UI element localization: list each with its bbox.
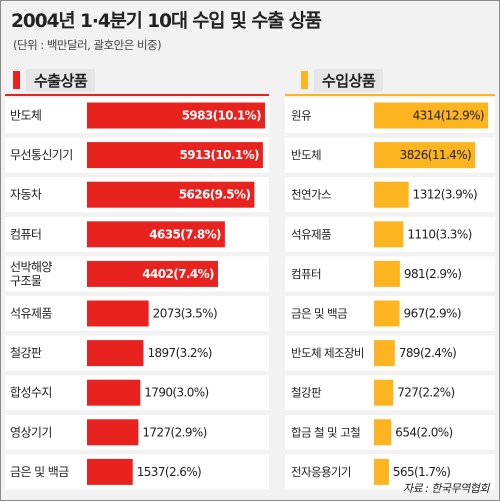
export-value-label: 5983(10.1%): [182, 109, 262, 123]
import-panel-title: 수입상품: [314, 68, 384, 92]
export-value-label: 4402(7.4%): [142, 267, 214, 281]
import-bar: [374, 181, 409, 208]
import-value-label: 654(2.0%): [395, 425, 452, 439]
export-value-label: 1897(3.2%): [147, 346, 211, 360]
export-bar: [87, 142, 263, 169]
import-value-label: 1110(3.3%): [407, 227, 471, 241]
import-bar: [374, 102, 488, 129]
export-value-label: 1790(3.0%): [144, 386, 208, 400]
import-bar: [374, 300, 400, 327]
import-bar: [374, 458, 389, 485]
export-bar: [87, 181, 255, 208]
import-panel-rule: [285, 94, 495, 96]
export-category-label: 금은 및 백금: [10, 464, 69, 478]
import-row-bg: [285, 454, 495, 490]
export-category-label: 무선통신기기: [10, 148, 73, 162]
import-bar: [374, 340, 395, 367]
import-bar: [374, 379, 394, 406]
export-category-label: 반도체: [10, 108, 41, 122]
export-bar: [87, 260, 218, 287]
export-bar: [87, 102, 265, 129]
export-row-bg: [5, 454, 269, 490]
chart-title: 2004년 1·4분기 10대 수입 및 수출 상품: [11, 11, 322, 32]
import-value-label: 789(2.4%): [399, 346, 456, 360]
export-category-label: 합성수지: [10, 385, 52, 399]
import-color-mark: [301, 71, 308, 89]
import-category-label: 컴퓨터: [291, 266, 321, 280]
export-bar: [87, 419, 139, 446]
import-category-label: 석유제품: [291, 227, 331, 241]
export-category-label: 자동차: [10, 187, 42, 201]
export-value-label: 2073(3.5%): [153, 307, 217, 321]
export-category-label: 선박해양 구조물: [10, 259, 52, 287]
export-category-label: 철강판: [10, 346, 42, 360]
export-category-label: 컴퓨터: [10, 227, 41, 241]
export-value-label: 5913(10.1%): [180, 148, 260, 162]
export-panel-title: 수출상품: [26, 68, 96, 92]
export-category-label: 영상기기: [10, 425, 52, 439]
import-bar: [374, 260, 400, 287]
import-category-label: 천연가스: [291, 187, 331, 201]
import-value-label: 1312(3.9%): [413, 188, 477, 202]
import-bar: [374, 419, 392, 446]
import-panel-header: 수입상품: [301, 68, 384, 92]
export-value-label: 4635(7.8%): [149, 227, 221, 241]
import-category-label: 철강판: [291, 385, 322, 399]
export-panel-rule: [5, 94, 269, 96]
export-bar: [87, 340, 144, 367]
export-bar: [87, 379, 141, 406]
export-color-mark: [13, 71, 20, 89]
export-bar: [87, 458, 133, 485]
import-value-label: 3826(11.4%): [400, 148, 471, 162]
chart-subtitle: (단위 : 백만달러, 괄호안은 비중): [13, 38, 162, 52]
export-panel-header: 수출상품: [13, 68, 96, 92]
import-value-label: 981(2.9%): [404, 267, 461, 281]
import-category-label: 합금 철 및 고철: [291, 425, 360, 439]
import-value-label: 4314(12.9%): [413, 109, 484, 123]
import-value-label: 565(1.7%): [393, 465, 450, 479]
import-value-label: 727(2.2%): [397, 386, 454, 400]
export-value-label: 1537(2.6%): [137, 465, 201, 479]
source-note: 자료 : 한국무역협회: [402, 482, 490, 495]
export-value-label: 5626(9.5%): [179, 188, 251, 202]
import-category-label: 원유: [291, 108, 311, 122]
export-bar: [87, 300, 149, 327]
import-value-label: 967(2.9%): [404, 307, 461, 321]
export-bar: [87, 221, 225, 248]
import-bar: [374, 142, 476, 169]
import-category-label: 반도체 제조장비: [291, 346, 364, 360]
import-bar: [374, 221, 404, 248]
import-category-label: 반도체: [291, 148, 321, 162]
export-category-label: 석유제품: [10, 306, 52, 320]
import-category-label: 전자응용기기: [291, 464, 351, 478]
export-value-label: 1727(2.9%): [142, 425, 206, 439]
import-category-label: 금은 및 백금: [291, 306, 347, 320]
